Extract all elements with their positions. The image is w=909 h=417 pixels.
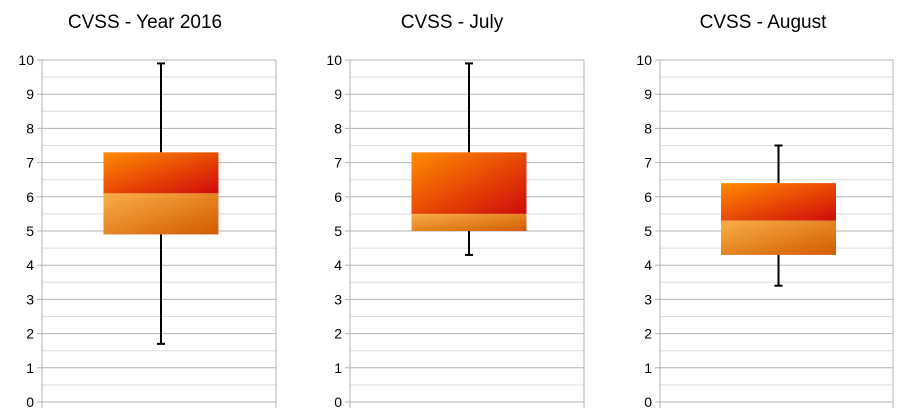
y-tick-label: 0 [26, 394, 34, 410]
y-tick-label: 1 [26, 360, 34, 376]
chart-title: CVSS - August [700, 12, 827, 33]
y-tick-label: 4 [334, 257, 342, 273]
y-tick-label: 3 [334, 291, 342, 307]
y-tick-label: 6 [334, 189, 342, 205]
y-tick-label: 0 [644, 394, 652, 410]
y-tick-label: 2 [26, 326, 34, 342]
y-tick-label: 7 [644, 155, 652, 171]
y-tick-label: 2 [644, 326, 652, 342]
y-tick-label: 9 [644, 86, 652, 102]
y-tick-label: 6 [644, 189, 652, 205]
chart-title: CVSS - July [401, 12, 504, 33]
y-tick-label: 1 [334, 360, 342, 376]
y-tick-label: 0 [334, 394, 342, 410]
chart-panel-1: 0 1 2 3 4 5 6 7 8 9 10 CVSS - Year 2016 [18, 12, 277, 410]
box-upper-quartile [103, 152, 219, 194]
y-tick-label: 7 [26, 155, 34, 171]
y-tick-label: 8 [644, 120, 652, 136]
y-tick-label: 5 [644, 223, 652, 239]
y-tick-label: 3 [644, 291, 652, 307]
y-tick-label: 5 [334, 223, 342, 239]
y-tick-label: 8 [26, 120, 34, 136]
y-tick-label: 9 [26, 86, 34, 102]
y-tick-label: 6 [26, 189, 34, 205]
y-tick-label: 3 [26, 291, 34, 307]
y-tick-label: 7 [334, 155, 342, 171]
y-tick-label: 5 [26, 223, 34, 239]
y-tick-label: 10 [326, 52, 342, 68]
chart-title: CVSS - Year 2016 [68, 12, 222, 33]
y-tick-label: 2 [334, 326, 342, 342]
box-upper-quartile [721, 183, 836, 221]
box-upper-quartile [411, 152, 527, 214]
y-tick-label: 4 [26, 257, 34, 273]
box-lower-quartile [411, 213, 527, 231]
box-lower-quartile [103, 193, 219, 235]
y-tick-label: 9 [334, 86, 342, 102]
y-tick-label: 8 [334, 120, 342, 136]
chart-panel-3: 0 1 2 3 4 5 6 7 8 9 10 CVSS - August [636, 12, 894, 410]
box-lower-quartile [721, 220, 836, 255]
y-tick-label: 10 [18, 52, 34, 68]
chart-panel-2: 0 1 2 3 4 5 6 7 8 9 10 CVSS - July [326, 12, 585, 410]
y-tick-label: 10 [636, 52, 652, 68]
y-tick-label: 4 [644, 257, 652, 273]
y-tick-label: 1 [644, 360, 652, 376]
